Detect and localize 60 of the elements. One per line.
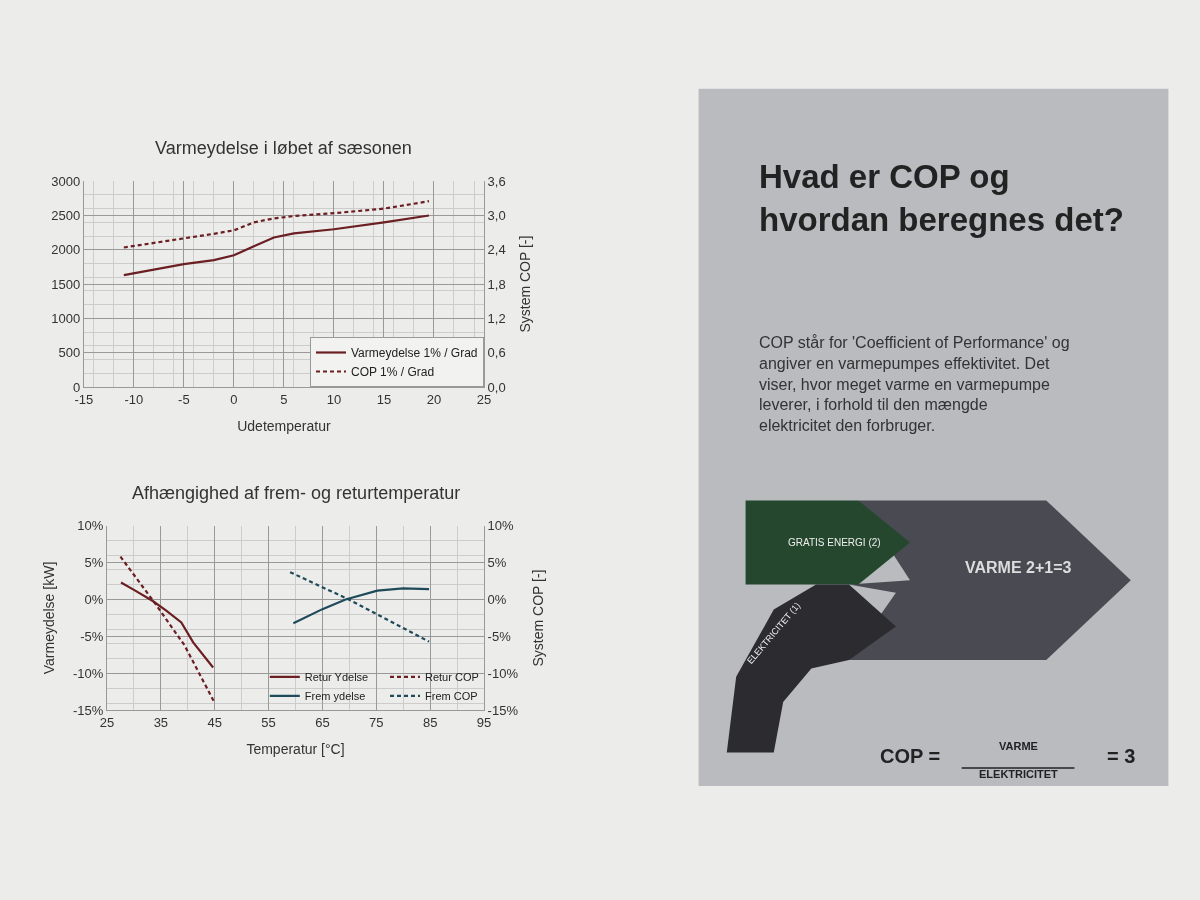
legend-label: COP 1% / Grad (351, 365, 435, 380)
y-tick-label: 0% (84, 592, 104, 608)
y-axis-title: Varmeydelse [kW] (40, 561, 57, 675)
y2-tick-label: 0% (487, 592, 507, 608)
x-tick-label: 25 (99, 715, 115, 730)
x-tick-label: 15 (376, 391, 392, 407)
x-tick-label: 20 (426, 391, 442, 407)
y2-tick-label: 1,2 (487, 310, 506, 326)
text: COP = (880, 745, 941, 767)
text: COP står for 'Coefficient of Performance' og angiver en varmepumpes effektivitet. Det viser, hvor meget varme en varmepumpe leverer, i forhold til den mængde elektricitet den forbruger. (759, 334, 1070, 435)
x-tick-label: 5 (280, 391, 288, 407)
x-tick-label: 0 (230, 391, 238, 407)
y2-tick-label: 1,8 (487, 276, 506, 292)
y2-tick-label: 0,6 (487, 345, 506, 361)
legend-label: Frem COP (425, 690, 478, 703)
y2-tick-label: 3,0 (487, 208, 506, 224)
text: = 3 (1107, 745, 1136, 767)
text: VARME (999, 740, 1038, 752)
legend-label: Varmeydelse 1% / Grad (351, 346, 478, 361)
y2-axis-title: System COP [-] (516, 235, 533, 333)
y-tick-label: -15% (73, 702, 104, 718)
y-tick-label: 5% (84, 555, 104, 571)
y-tick-label: 500 (58, 345, 81, 361)
chart-title: Varmeydelse i løbet af sæsonen (155, 138, 412, 158)
y2-tick-label: 3,6 (487, 173, 506, 189)
x-tick-label: 65 (315, 715, 330, 730)
x-tick-label: -5 (178, 391, 190, 407)
y2-tick-label: -15% (487, 702, 519, 718)
x-tick-label: 95 (476, 715, 492, 730)
x-axis-title: Udetemperatur (237, 417, 331, 434)
x-tick-label: 75 (369, 715, 384, 730)
x-tick-label: -10 (124, 391, 144, 407)
y2-tick-label: 2,4 (487, 242, 506, 258)
y-tick-label: 2500 (51, 208, 81, 224)
x-tick-label: 45 (207, 715, 222, 730)
line-series (122, 214, 431, 277)
y2-axis-title: System COP [-] (529, 569, 546, 667)
y2-tick-label: -10% (487, 665, 519, 681)
x-tick-label: 55 (261, 715, 276, 730)
y2-tick-label: 5% (487, 555, 507, 571)
y-tick-label: 2000 (51, 242, 81, 258)
y2-tick-label: 10% (487, 518, 515, 534)
chart-title: Afhængighed af frem- og returtemperatur (132, 483, 461, 503)
y-tick-label: -10% (73, 665, 104, 681)
y-tick-label: -5% (80, 629, 104, 645)
legend-label: Frem ydelse (304, 690, 366, 703)
x-axis-title: Temperatur [°C] (246, 741, 345, 758)
y2-tick-label: -5% (487, 629, 512, 645)
legend-label: Retur Ydelse (304, 671, 369, 684)
y-tick-label: 3000 (51, 173, 81, 189)
text: ELEKTRICITET (979, 768, 1059, 780)
x-tick-label: 85 (422, 715, 438, 730)
line-series (122, 200, 431, 249)
text: Hvad er COP og hvordan beregnes det? (759, 158, 1124, 238)
x-tick-label: 10 (326, 391, 342, 407)
y-tick-label: 1000 (51, 310, 81, 326)
y-tick-label: 1500 (51, 276, 81, 292)
legend-label: Retur COP (425, 671, 479, 684)
y-tick-label: 10% (77, 518, 104, 534)
x-tick-label: 35 (153, 715, 169, 730)
